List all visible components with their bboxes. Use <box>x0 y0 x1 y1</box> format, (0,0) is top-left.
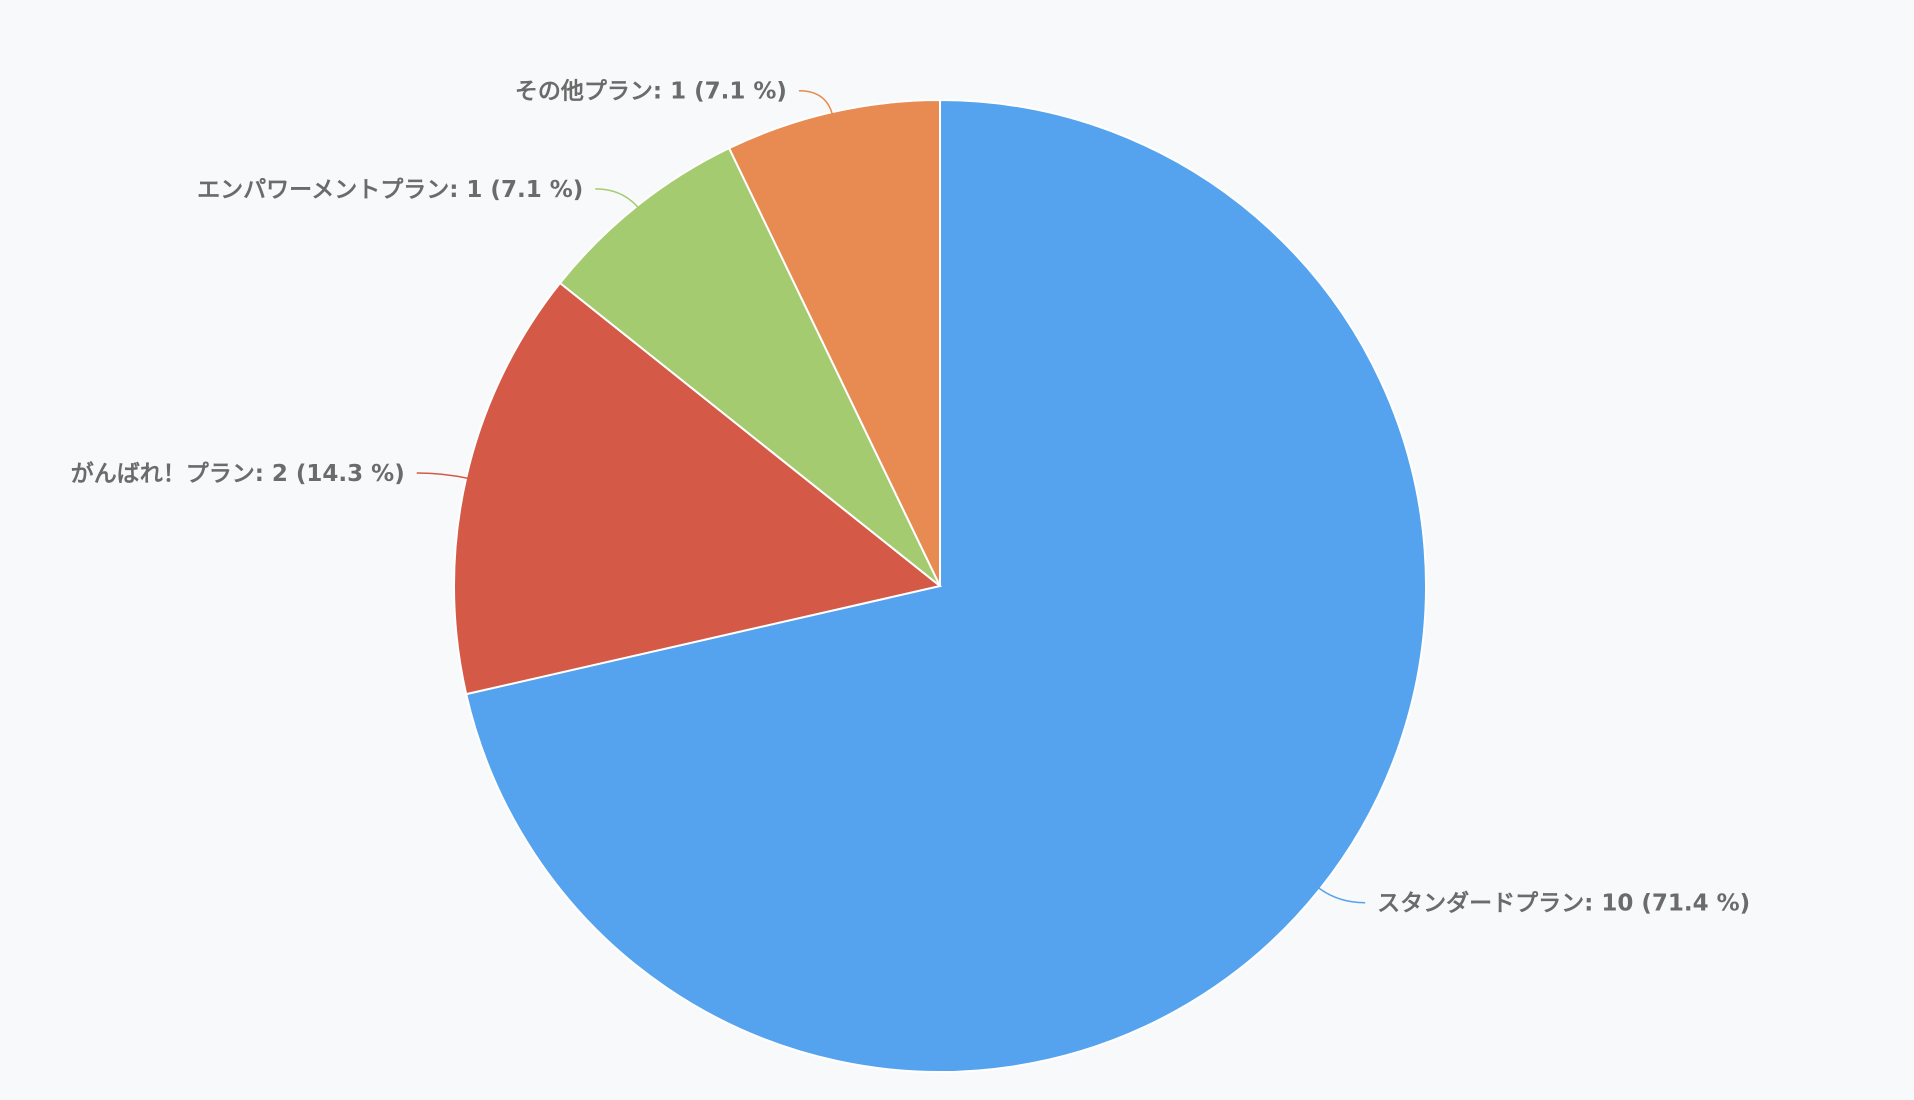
leader-line <box>416 472 471 480</box>
slice-label: その他プラン: 1 (7.1 %) <box>515 79 787 105</box>
leader-lines <box>416 89 1366 904</box>
leader-line <box>1316 885 1366 904</box>
leader-line <box>798 89 834 117</box>
pie-slices <box>453 98 1427 1073</box>
slice-label: エンパワーメントプラン: 1 (7.1 %) <box>197 177 583 203</box>
slice-labels: スタンダードプラン: 10 (71.4 %) がんばれ！プラン: 2 (14.3 … <box>71 79 1751 917</box>
slice-label: スタンダードプラン: 10 (71.4 %) <box>1377 890 1750 917</box>
slice-label: がんばれ！プラン: 2 (14.3 %) <box>71 460 405 487</box>
leader-line <box>595 188 641 210</box>
